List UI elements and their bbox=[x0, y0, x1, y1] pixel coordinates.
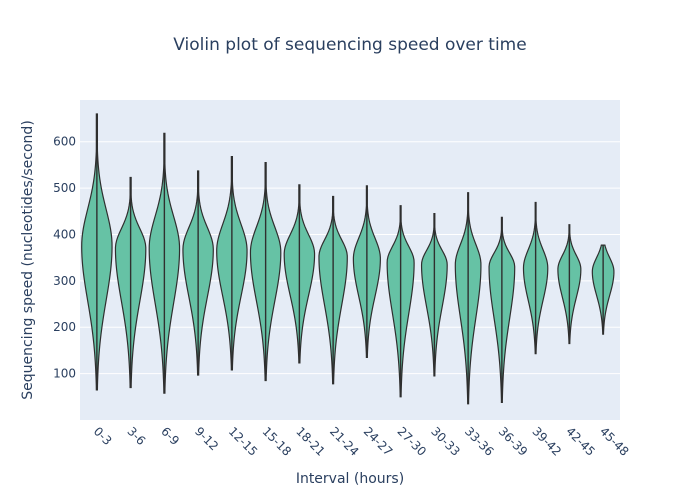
x-tick-label: 42-45 bbox=[563, 424, 598, 459]
violin-6-9 bbox=[148, 132, 181, 394]
violin-42-45 bbox=[557, 224, 582, 345]
x-tick-label: 6-9 bbox=[158, 424, 182, 448]
y-tick-labels: 100 200 300 400 500 600 bbox=[53, 135, 76, 381]
violin-45-48 bbox=[591, 244, 615, 335]
violin-3-6 bbox=[114, 176, 147, 389]
y-tick-label: 200 bbox=[53, 320, 76, 334]
x-tick-label: 15-18 bbox=[260, 424, 295, 459]
x-axis-title: Interval (hours) bbox=[296, 471, 404, 487]
violin-21-24 bbox=[318, 195, 348, 385]
y-tick-label: 600 bbox=[53, 135, 76, 149]
x-tick-label: 30-33 bbox=[428, 424, 463, 459]
y-tick-label: 100 bbox=[53, 367, 76, 381]
violin-15-18 bbox=[249, 162, 282, 382]
violin-27-30 bbox=[386, 205, 415, 398]
x-tick-label: 36-39 bbox=[496, 424, 531, 459]
y-axis-title: Sequencing speed (nucleotides/second) bbox=[20, 120, 36, 400]
x-tick-label: 21-24 bbox=[327, 424, 362, 459]
x-tick-label: 45-48 bbox=[597, 424, 632, 459]
violins bbox=[81, 113, 615, 405]
violin-24-27 bbox=[352, 185, 381, 358]
x-tick-label: 27-30 bbox=[395, 424, 430, 459]
x-tick-label: 3-6 bbox=[125, 424, 149, 448]
violin-33-36 bbox=[454, 192, 482, 405]
violin-0-3 bbox=[81, 113, 113, 391]
violin-12-15 bbox=[216, 155, 248, 371]
x-tick-label: 33-36 bbox=[462, 424, 497, 459]
chart-title: Violin plot of sequencing speed over tim… bbox=[173, 35, 526, 55]
violin-9-12 bbox=[182, 170, 214, 376]
x-tick-label: 18-21 bbox=[293, 424, 328, 459]
x-tick-label: 12-15 bbox=[226, 424, 261, 459]
violin-30-33 bbox=[420, 213, 448, 377]
x-tick-label: 0-3 bbox=[91, 424, 115, 448]
violin-18-21 bbox=[283, 184, 316, 364]
y-tick-label: 400 bbox=[53, 227, 76, 241]
x-tick-label: 9-12 bbox=[192, 424, 221, 453]
violin-39-42 bbox=[522, 201, 549, 355]
x-tick-labels: 0-3 3-6 6-9 9-12 12-15 15-18 18-21 21-24 24-27 27… bbox=[91, 424, 632, 459]
x-tick-label: 39-42 bbox=[530, 424, 565, 459]
x-tick-label: 24-27 bbox=[361, 424, 396, 459]
y-tick-label: 300 bbox=[53, 274, 76, 288]
violin-36-39 bbox=[488, 216, 516, 403]
y-tick-label: 500 bbox=[53, 181, 76, 195]
